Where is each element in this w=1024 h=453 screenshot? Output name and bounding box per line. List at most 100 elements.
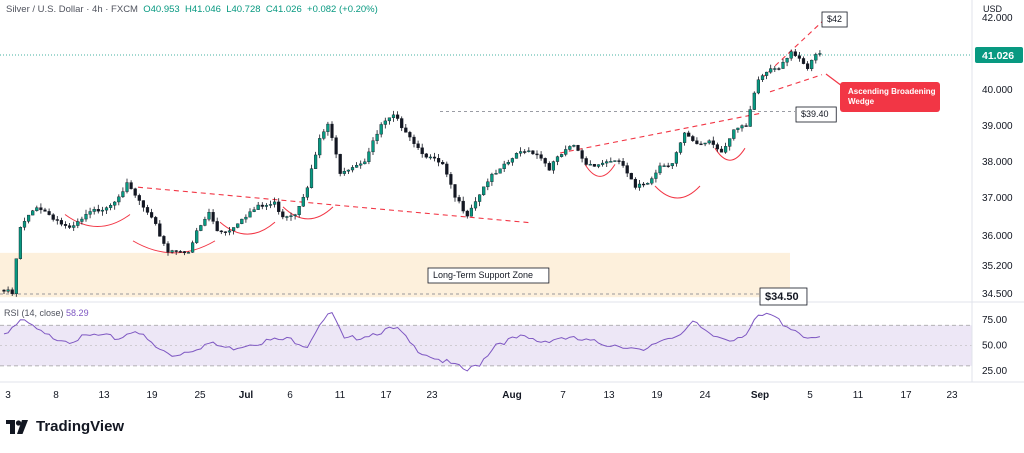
- candle-body: [31, 210, 35, 216]
- time-tick-label: 19: [651, 390, 663, 401]
- rsi-title: RSI (14, close): [4, 308, 64, 318]
- candle-body: [793, 51, 797, 56]
- candle-body: [6, 289, 10, 292]
- symbol-title[interactable]: Silver / U.S. Dollar · 4h · FXCM: [6, 4, 138, 15]
- candle-body: [670, 163, 674, 167]
- candle-body: [547, 163, 551, 171]
- candle-body: [113, 201, 117, 206]
- currency-label[interactable]: USD: [983, 4, 1003, 14]
- candle-body: [174, 250, 178, 252]
- ohlc-close: C41.026: [265, 4, 302, 15]
- candle-body: [572, 145, 576, 147]
- candle-body: [182, 251, 186, 254]
- candle-body: [268, 204, 273, 206]
- candle-body: [149, 212, 154, 218]
- candle-body: [445, 163, 449, 175]
- candle-body: [72, 225, 76, 228]
- candle-body: [240, 218, 244, 224]
- candle-body: [539, 154, 543, 159]
- candle-body: [355, 165, 359, 168]
- candle-body: [666, 165, 670, 167]
- candle-body: [342, 171, 346, 174]
- candle-body: [22, 221, 27, 228]
- time-tick-label: 8: [53, 390, 59, 401]
- candle-body: [236, 223, 240, 228]
- pattern-label-line: Ascending Broadening: [848, 87, 936, 96]
- candle-body: [80, 218, 84, 222]
- candle-body: [18, 227, 22, 259]
- candle-body: [231, 227, 236, 231]
- rsi-value: 58.29: [66, 308, 89, 318]
- candle-body: [498, 168, 502, 174]
- rsi-tick-label: 75.00: [982, 315, 1007, 326]
- candle-body: [59, 220, 63, 225]
- candle-body: [227, 230, 232, 233]
- candle-body: [145, 207, 150, 213]
- candle-body: [215, 221, 219, 232]
- candle-body: [650, 178, 654, 184]
- candle-body: [367, 151, 371, 163]
- candle-body: [43, 209, 47, 212]
- candle-body: [801, 58, 806, 64]
- descending-trendline: [137, 186, 531, 224]
- candle-body: [760, 75, 765, 80]
- candle-body: [2, 289, 6, 292]
- time-tick-label: Aug: [502, 390, 521, 401]
- candle-body: [432, 156, 437, 159]
- candle-body: [166, 243, 170, 253]
- time-tick-label: 17: [900, 390, 912, 401]
- candle-body: [346, 169, 350, 172]
- price-tick-label: 37.000: [982, 193, 1013, 204]
- time-tick-label: Sep: [751, 390, 769, 401]
- candle-body: [605, 161, 609, 164]
- price-change: +0.082 (+0.20%): [307, 4, 378, 15]
- candle-body: [133, 188, 137, 196]
- candle-body: [797, 55, 801, 59]
- time-tick-label: 13: [603, 390, 615, 401]
- candle-body: [617, 160, 621, 162]
- candle-body: [326, 123, 330, 132]
- tradingview-logo[interactable]: TradingView: [6, 418, 124, 435]
- candle-body: [523, 151, 527, 153]
- candle-body: [129, 182, 133, 189]
- candle-body: [375, 133, 379, 141]
- candle-body: [100, 209, 104, 212]
- rounded-bottom-arc: [132, 240, 216, 254]
- candle-body: [486, 181, 490, 188]
- candle-body: [551, 161, 555, 171]
- support-zone-annotation-label: Long-Term Support Zone: [433, 270, 533, 280]
- candle-body: [699, 143, 703, 146]
- candle-body: [695, 140, 699, 145]
- candle-body: [162, 236, 166, 244]
- candle-body: [728, 138, 732, 147]
- candle-body: [473, 201, 478, 209]
- candle-body: [35, 207, 39, 211]
- candle-body: [564, 149, 568, 155]
- ohlc-low: L40.728: [226, 4, 261, 15]
- candle-body: [568, 146, 572, 150]
- candle-body: [773, 68, 777, 70]
- candle-body: [387, 117, 391, 122]
- pattern-callout-box: [840, 82, 940, 112]
- candle-body: [141, 200, 145, 208]
- candle-body: [789, 51, 793, 59]
- resistance-annotation-label: $39.40: [801, 109, 829, 119]
- candle-body: [420, 147, 424, 155]
- candle-body: [576, 145, 580, 151]
- candle-body: [756, 79, 760, 94]
- symbol-header: Silver / U.S. Dollar · 4h · FXCM O40.953…: [6, 4, 378, 15]
- candle-body: [207, 212, 211, 220]
- candle-body: [715, 144, 719, 150]
- time-tick-label: 3: [5, 390, 11, 401]
- rsi-legend[interactable]: RSI (14, close) 58.29: [4, 308, 89, 318]
- candle-body: [359, 163, 363, 166]
- rounded-bottom-arc: [714, 147, 746, 161]
- candle-body: [363, 161, 367, 165]
- candle-body: [506, 162, 510, 165]
- candle-body: [781, 61, 785, 69]
- candle-body: [338, 153, 342, 174]
- candle-body: [88, 211, 92, 215]
- time-tick-label: 5: [807, 390, 813, 401]
